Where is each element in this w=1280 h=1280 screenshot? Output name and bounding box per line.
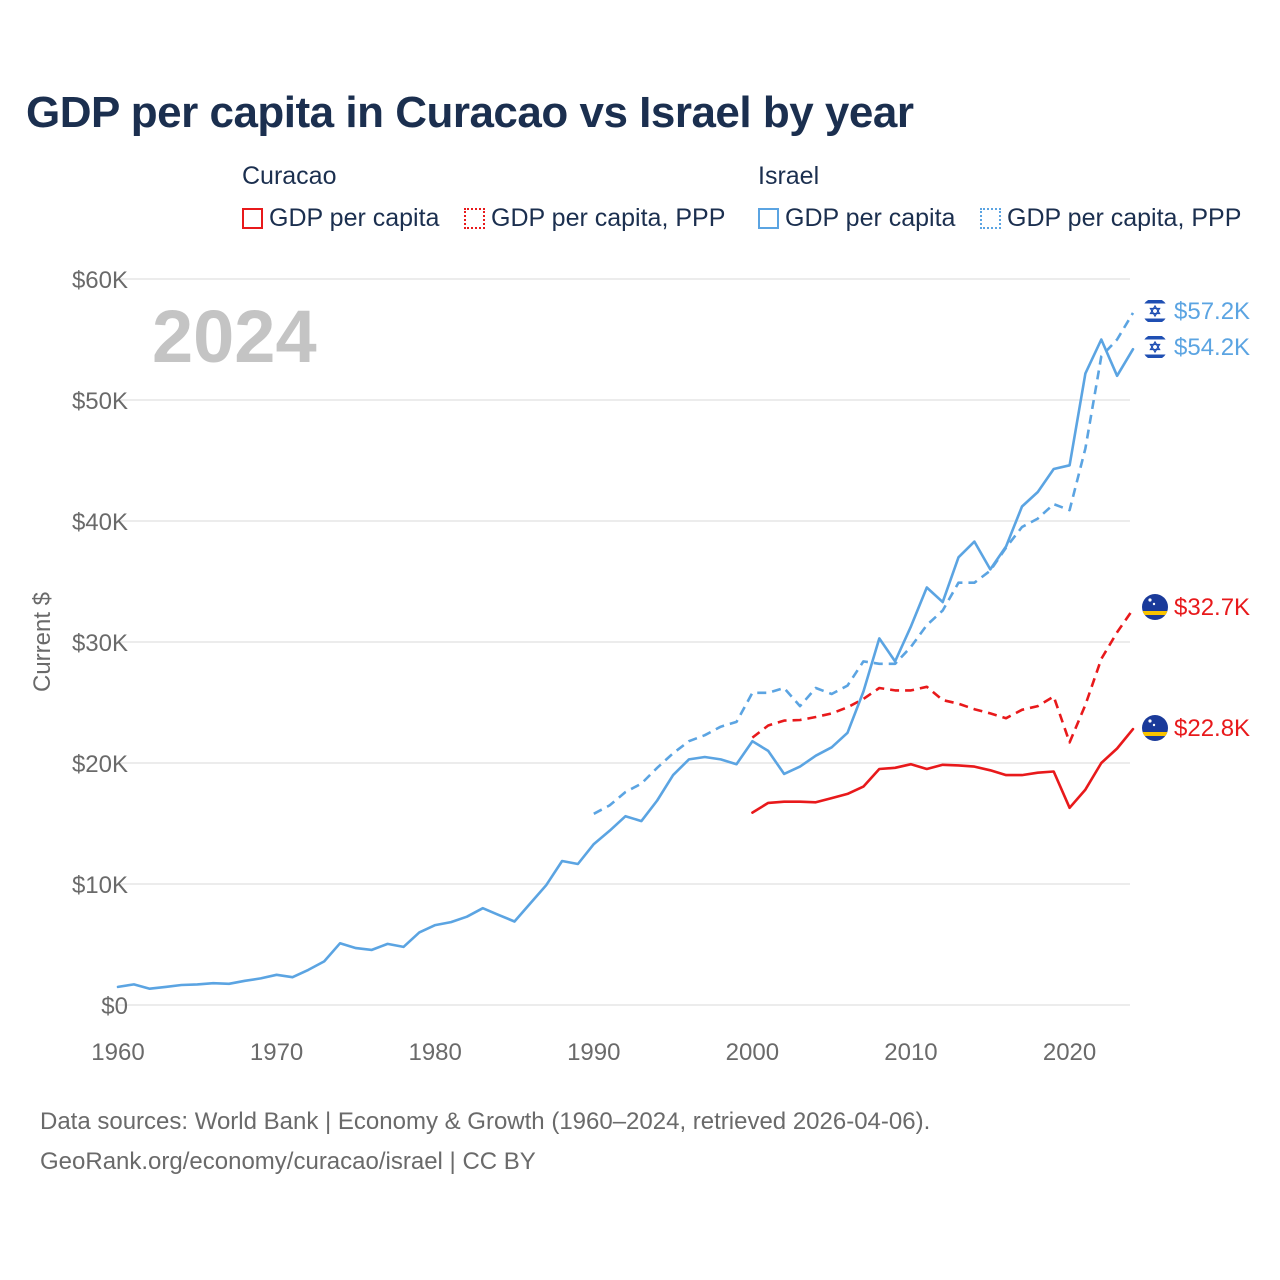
x-tick-label: 2000 <box>726 1039 779 1066</box>
legend-group-israel: Israel <box>758 162 820 190</box>
series-line-israel-gdp-per-capita-ppp[interactable] <box>593 312 1135 815</box>
y-tick-label: $60K <box>72 267 128 294</box>
x-tick-label: 2020 <box>1043 1039 1096 1066</box>
legend-swatch-dotted-red <box>464 208 485 229</box>
footer-attribution[interactable]: GeoRank.org/economy/curacao/israel | CC … <box>40 1148 536 1175</box>
legend-label: GDP per capita, PPP <box>491 204 726 232</box>
legend-swatch-solid-blue <box>758 208 779 229</box>
end-label-curacao-ppp: $32.7K <box>1174 594 1250 621</box>
y-axis-label: Current $ <box>29 592 56 692</box>
y-tick-label: $20K <box>72 751 128 778</box>
year-watermark: 2024 <box>152 295 317 378</box>
end-label-israel-ppp: $57.2K <box>1174 298 1250 325</box>
end-label-israel-gdp: $54.2K <box>1174 334 1250 361</box>
legend-item-israel-gdp[interactable]: GDP per capita <box>758 204 955 233</box>
legend-group-curacao: Curacao <box>242 162 337 190</box>
legend-label: GDP per capita, PPP <box>1007 204 1242 232</box>
x-tick-label: 2010 <box>884 1039 937 1066</box>
legend-item-israel-ppp[interactable]: GDP per capita, PPP <box>980 204 1241 233</box>
legend-swatch-solid-red <box>242 208 263 229</box>
y-tick-label: $10K <box>72 872 128 899</box>
footer-sources: Data sources: World Bank | Economy & Gro… <box>40 1108 931 1135</box>
y-tick-label: $50K <box>72 388 128 415</box>
curacao-flag-icon <box>1142 715 1168 741</box>
x-tick-label: 1960 <box>91 1039 144 1066</box>
y-tick-label: $0 <box>101 993 128 1020</box>
israel-flag-icon <box>1142 298 1168 324</box>
legend-item-curacao-gdp[interactable]: GDP per capita <box>242 204 439 233</box>
x-tick-label: 1980 <box>408 1039 461 1066</box>
israel-flag-icon <box>1142 334 1168 360</box>
legend-swatch-dotted-blue <box>980 208 1001 229</box>
y-tick-label: $40K <box>72 509 128 536</box>
legend-item-curacao-ppp[interactable]: GDP per capita, PPP <box>464 204 725 233</box>
x-tick-label: 1990 <box>567 1039 620 1066</box>
legend-label: GDP per capita <box>269 204 440 232</box>
chart-title: GDP per capita in Curacao vs Israel by y… <box>26 88 914 137</box>
end-label-curacao-gdp: $22.8K <box>1174 715 1250 742</box>
x-tick-label: 1970 <box>250 1039 303 1066</box>
curacao-flag-icon <box>1142 594 1168 620</box>
y-tick-label: $30K <box>72 630 128 657</box>
series-line-curacao-gdp-per-capita-ppp[interactable] <box>751 608 1135 744</box>
legend-label: GDP per capita <box>785 204 956 232</box>
series-line-curacao-gdp-per-capita[interactable] <box>751 727 1135 814</box>
series-line-israel-gdp-per-capita[interactable] <box>116 338 1135 990</box>
